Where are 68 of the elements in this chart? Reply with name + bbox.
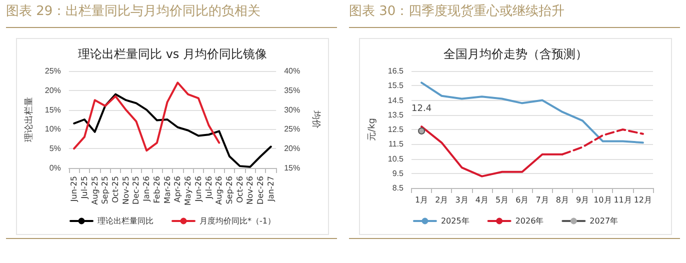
x-tick-label: Jun-26 (194, 176, 203, 203)
y-tick-label: 9.5 (392, 168, 404, 178)
x-tick-label: 6月 (516, 196, 529, 204)
x-tick-label: Nov-25 (121, 176, 130, 204)
y2-tick-label: 20% (284, 144, 300, 154)
x-tick-label: 1月 (414, 196, 428, 204)
y2-tick-label: 35% (284, 86, 300, 95)
y-tick-label: 12.5 (388, 125, 404, 134)
x-tick-label: Jul-26 (204, 176, 214, 200)
y-tick-label: 14.5 (388, 96, 404, 105)
x-tick-label: Oct-26 (235, 176, 244, 203)
x-tick-label: Jun-25 (70, 176, 79, 203)
legend-label: 2025年 (440, 216, 470, 226)
legend-label: 月度均价同比*（-1） (200, 216, 276, 226)
x-tick-label: 9月 (576, 196, 590, 204)
chart-title: 图表 29：出栏量同比与月均价同比的负相关 (6, 3, 261, 20)
y-tick-label: 10% (44, 124, 61, 134)
x-tick-label: Sep-26 (224, 176, 234, 204)
x-tick-label: 7月 (536, 196, 549, 204)
y-tick-label: 15% (44, 105, 61, 114)
y2-tick-label: 40% (284, 66, 300, 76)
x-tick-label: 2月 (435, 196, 448, 204)
y2-tick-label: 25% (284, 124, 300, 134)
legend-label: 2026年 (515, 216, 544, 226)
data-label: 12.4 (412, 104, 432, 114)
x-tick-label: 4月 (475, 196, 488, 204)
y-axis-title: 元/kg (366, 118, 378, 141)
x-tick-label: 8月 (556, 196, 569, 204)
x-tick-label: Mar-26 (162, 176, 172, 204)
x-tick-label: Aug-25 (90, 176, 100, 205)
x-tick-label: Feb-26 (152, 176, 162, 204)
x-tick-label: 11月 (614, 196, 632, 204)
y-tick-label: 0% (49, 164, 61, 172)
line-series (73, 82, 220, 152)
y-tick-label: 20% (44, 86, 61, 95)
y2-axis-title: 均价 (310, 110, 322, 128)
y-tick-label: 8.5 (392, 184, 404, 192)
y-tick-label: 5% (49, 144, 61, 154)
x-tick-label: Sep-25 (100, 176, 110, 204)
x-tick-label: 12月 (634, 196, 652, 204)
y-tick-label: 10.5 (388, 154, 404, 164)
line-series (73, 93, 272, 168)
x-tick-label: Jul-25 (80, 176, 89, 200)
y-tick-label: 11.5 (388, 140, 404, 149)
y-tick-label: 15.5 (388, 81, 404, 90)
y-axis-title: 理论出栏量 (24, 97, 34, 142)
x-tick-label: Jan-27 (266, 176, 276, 202)
y-tick-label: 25% (44, 66, 61, 76)
x-tick-label: Apr-26 (173, 176, 182, 202)
y-tick-label: 13.5 (388, 110, 404, 120)
legend-label: 2027年 (590, 216, 618, 226)
chart-subtitle: 理论出栏量同比 vs 月均价同比镜像 (78, 47, 267, 61)
x-tick-label: Oct-25 (111, 176, 120, 203)
y2-tick-label: 15% (284, 164, 300, 172)
x-tick-label: 5月 (495, 196, 509, 204)
x-tick-label: Jan-26 (142, 176, 152, 202)
y2-tick-label: 30% (284, 105, 300, 114)
x-tick-label: 10月 (594, 196, 612, 204)
x-tick-label: May-26 (184, 176, 193, 206)
legend-label: 理论出栏量同比 (98, 216, 154, 226)
y-tick-label: 16.5 (388, 66, 404, 76)
x-tick-label: Dec-25 (132, 176, 141, 205)
chart-subtitle: 全国月均价走势（含预测） (444, 47, 588, 61)
x-tick-label: Aug-26 (214, 176, 224, 205)
x-tick-label: Nov-26 (246, 176, 255, 204)
chart-title: 图表 30：四季度现货重心或继续抬升 (349, 3, 565, 20)
x-tick-label: 3月 (455, 196, 468, 204)
x-tick-label: Dec-26 (256, 176, 266, 205)
